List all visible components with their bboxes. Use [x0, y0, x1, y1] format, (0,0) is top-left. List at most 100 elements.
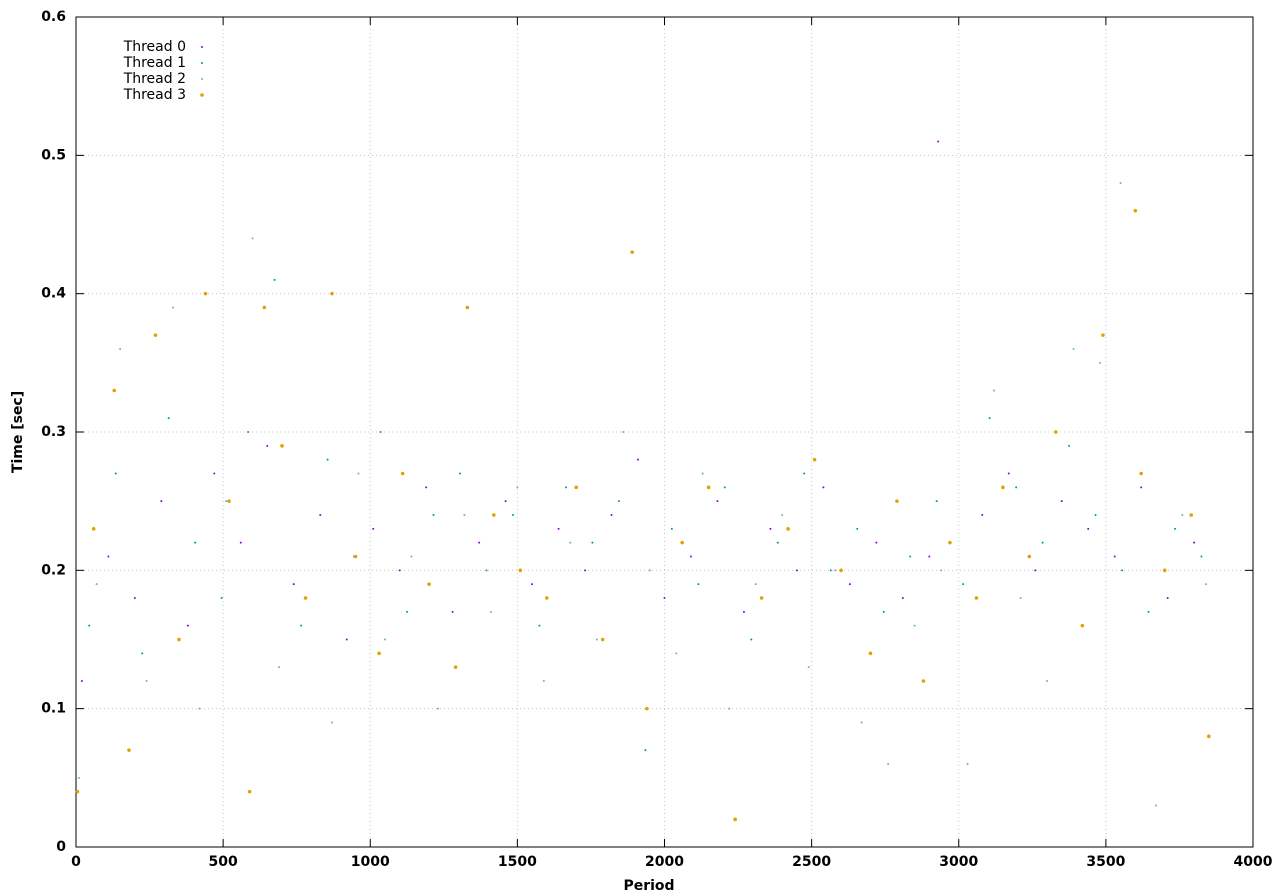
point	[119, 348, 122, 350]
point	[377, 651, 381, 656]
point	[398, 569, 401, 572]
point	[728, 707, 731, 710]
point	[177, 637, 181, 642]
point	[1041, 541, 1044, 544]
point	[856, 527, 859, 530]
point	[928, 555, 931, 558]
point	[901, 597, 904, 599]
point	[1119, 182, 1122, 184]
point	[564, 486, 567, 489]
point	[839, 568, 843, 573]
point	[492, 513, 496, 517]
point	[1181, 514, 1184, 516]
point	[1027, 554, 1032, 559]
point	[194, 541, 197, 544]
point	[172, 306, 175, 309]
point	[733, 817, 737, 822]
point	[91, 527, 96, 531]
x-tick-label: 4000	[1234, 854, 1273, 870]
point	[1101, 333, 1105, 337]
point	[247, 431, 250, 433]
legend-marker	[201, 46, 203, 48]
x-axis-label: Period	[623, 878, 674, 894]
point	[716, 500, 719, 503]
point	[591, 541, 594, 544]
point	[670, 527, 673, 530]
point	[516, 486, 519, 489]
point	[383, 638, 386, 641]
point	[463, 514, 466, 516]
point	[280, 444, 284, 448]
point	[1121, 569, 1124, 572]
point	[451, 610, 454, 613]
point	[645, 706, 649, 711]
point	[981, 514, 984, 516]
point	[160, 500, 163, 503]
point	[220, 597, 223, 599]
point	[427, 582, 431, 586]
y-tick-label: 0.6	[41, 9, 66, 25]
point	[80, 680, 83, 682]
point	[1080, 623, 1085, 628]
point	[622, 431, 625, 433]
point	[648, 569, 651, 572]
point	[410, 555, 413, 558]
point	[278, 666, 281, 669]
point	[107, 555, 110, 558]
point	[617, 500, 620, 503]
point	[962, 583, 965, 586]
point	[574, 485, 579, 490]
point	[1098, 361, 1101, 364]
point	[988, 417, 991, 420]
point	[203, 291, 208, 296]
point	[937, 140, 940, 143]
point	[1019, 597, 1022, 599]
point	[127, 748, 131, 752]
point	[993, 389, 996, 392]
point	[95, 583, 98, 586]
point	[112, 388, 117, 393]
point	[300, 624, 303, 627]
point	[145, 680, 148, 682]
point	[848, 583, 851, 586]
point	[114, 472, 117, 475]
point	[1200, 555, 1203, 558]
point	[895, 499, 899, 503]
point	[689, 555, 692, 558]
point	[1193, 541, 1196, 544]
point	[542, 680, 545, 682]
point	[807, 666, 810, 669]
point	[569, 541, 572, 544]
point	[1054, 430, 1058, 434]
point	[1204, 583, 1207, 586]
point	[644, 749, 647, 752]
point	[776, 541, 779, 544]
point	[432, 514, 435, 516]
legend-label: Thread 2	[123, 71, 186, 87]
point	[1072, 348, 1075, 350]
point	[485, 569, 488, 572]
point	[489, 610, 492, 613]
point	[458, 472, 461, 475]
point	[425, 486, 428, 489]
point	[1162, 568, 1167, 573]
y-tick-label: 0.2	[41, 562, 66, 578]
point	[88, 624, 91, 627]
point	[723, 486, 726, 489]
point	[75, 789, 80, 794]
y-tick-label: 0	[56, 839, 66, 855]
point	[795, 569, 798, 572]
point	[909, 555, 912, 558]
legend-marker	[201, 62, 203, 64]
point	[759, 596, 764, 600]
point	[966, 763, 969, 765]
point	[1113, 555, 1116, 558]
point	[1068, 444, 1071, 447]
point	[1207, 734, 1211, 739]
point	[921, 679, 926, 683]
point	[292, 583, 295, 586]
point	[225, 500, 228, 503]
x-tick-label: 2000	[645, 854, 684, 870]
point	[1046, 680, 1049, 682]
point	[478, 541, 481, 544]
